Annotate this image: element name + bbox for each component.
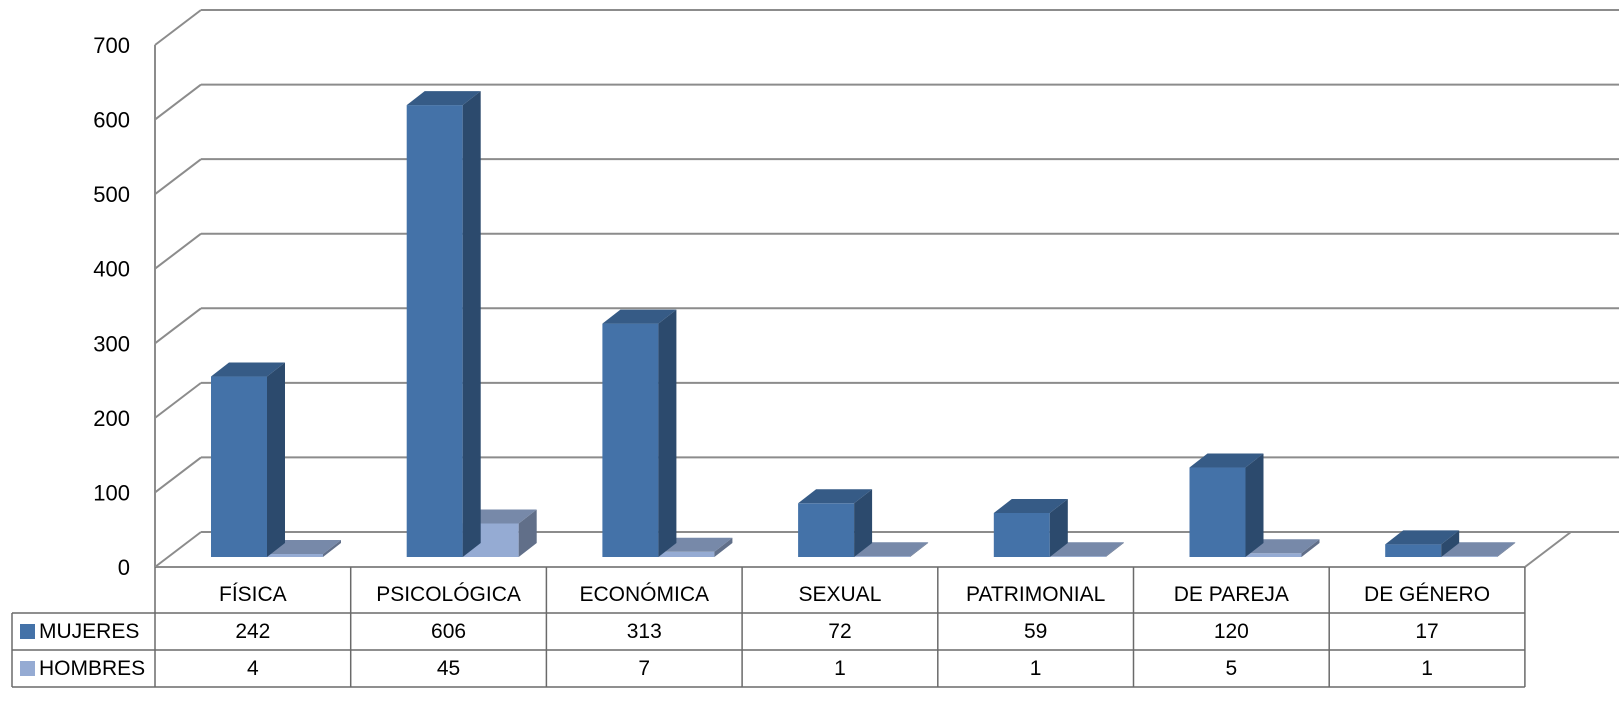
gridline-diagonal [154, 232, 202, 270]
legend-entry: MUJERES [39, 620, 139, 643]
bar-hombres [658, 537, 733, 557]
gridline-diagonal [154, 83, 202, 121]
data-label: 606 [431, 620, 466, 643]
gridlines [154, 9, 1619, 568]
data-label: 242 [235, 620, 270, 643]
bar-mujeres [1189, 453, 1264, 557]
x-tick-label: DE PAREJA [1174, 583, 1289, 606]
y-tick-label: 500 [93, 182, 130, 207]
bar-hombres [267, 540, 341, 557]
legend-entry: HOMBRES [39, 657, 145, 680]
gridline-diagonal [154, 307, 202, 345]
data-label: 45 [437, 657, 460, 680]
bar-hombres [1049, 542, 1124, 557]
bar-mujeres [602, 309, 677, 557]
gridline-diagonal [154, 382, 202, 419]
bar-mujeres [406, 91, 481, 557]
gridline-diagonal [154, 456, 202, 494]
floor-edge-right [1524, 531, 1572, 568]
gridline-diagonal [154, 158, 202, 195]
y-tick-label: 0 [118, 555, 130, 580]
y-tick-label: 300 [93, 331, 130, 356]
bar-mujeres [211, 362, 285, 557]
bar-mujeres [798, 489, 873, 557]
data-label: 1 [1421, 657, 1433, 680]
x-tick-label: DE GÉNERO [1364, 583, 1490, 606]
data-label: 1 [1030, 657, 1042, 680]
bar-hombres [1441, 542, 1516, 557]
data-table: FÍSICA PSICOLÓGICA ECONÓMICA SEXUAL PATRIMON… [11, 567, 1526, 688]
data-label: 59 [1024, 620, 1047, 643]
y-tick-label: 700 [93, 33, 130, 58]
x-tick-label: PATRIMONIAL [966, 583, 1105, 606]
x-tick-label: SEXUAL [799, 583, 882, 606]
bars [211, 91, 1516, 557]
y-tick-label: 200 [93, 406, 130, 431]
bar-mujeres [993, 499, 1068, 557]
data-label: 1 [834, 657, 846, 680]
data-label: 313 [627, 620, 662, 643]
gridline-diagonal [154, 9, 202, 46]
legend-key [20, 661, 35, 676]
data-label: 5 [1226, 657, 1238, 680]
bar-mujeres [1385, 530, 1460, 557]
legend-key [20, 624, 35, 639]
y-axis: 0 100 200 300 400 500 600 700 [93, 33, 130, 580]
data-label: 4 [247, 657, 259, 680]
x-tick-label: FÍSICA [219, 583, 287, 606]
x-tick-label: ECONÓMICA [579, 583, 709, 606]
data-label: 17 [1415, 620, 1438, 643]
x-tick-label: PSICOLÓGICA [376, 583, 521, 606]
y-tick-label: 600 [93, 108, 130, 133]
bar-hombres [1245, 539, 1320, 557]
data-label: 7 [638, 657, 650, 680]
bar-hombres [854, 542, 929, 557]
data-label: 120 [1214, 620, 1249, 643]
y-tick-label: 100 [93, 480, 130, 505]
y-tick-label: 400 [93, 257, 130, 282]
data-label: 72 [828, 620, 851, 643]
floor-edge-left [154, 531, 202, 568]
